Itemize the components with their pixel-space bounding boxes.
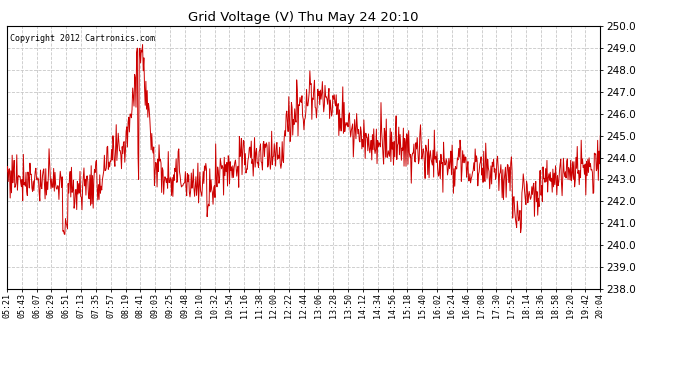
Title: Grid Voltage (V) Thu May 24 20:10: Grid Voltage (V) Thu May 24 20:10: [188, 11, 419, 24]
Text: Copyright 2012 Cartronics.com: Copyright 2012 Cartronics.com: [10, 34, 155, 43]
